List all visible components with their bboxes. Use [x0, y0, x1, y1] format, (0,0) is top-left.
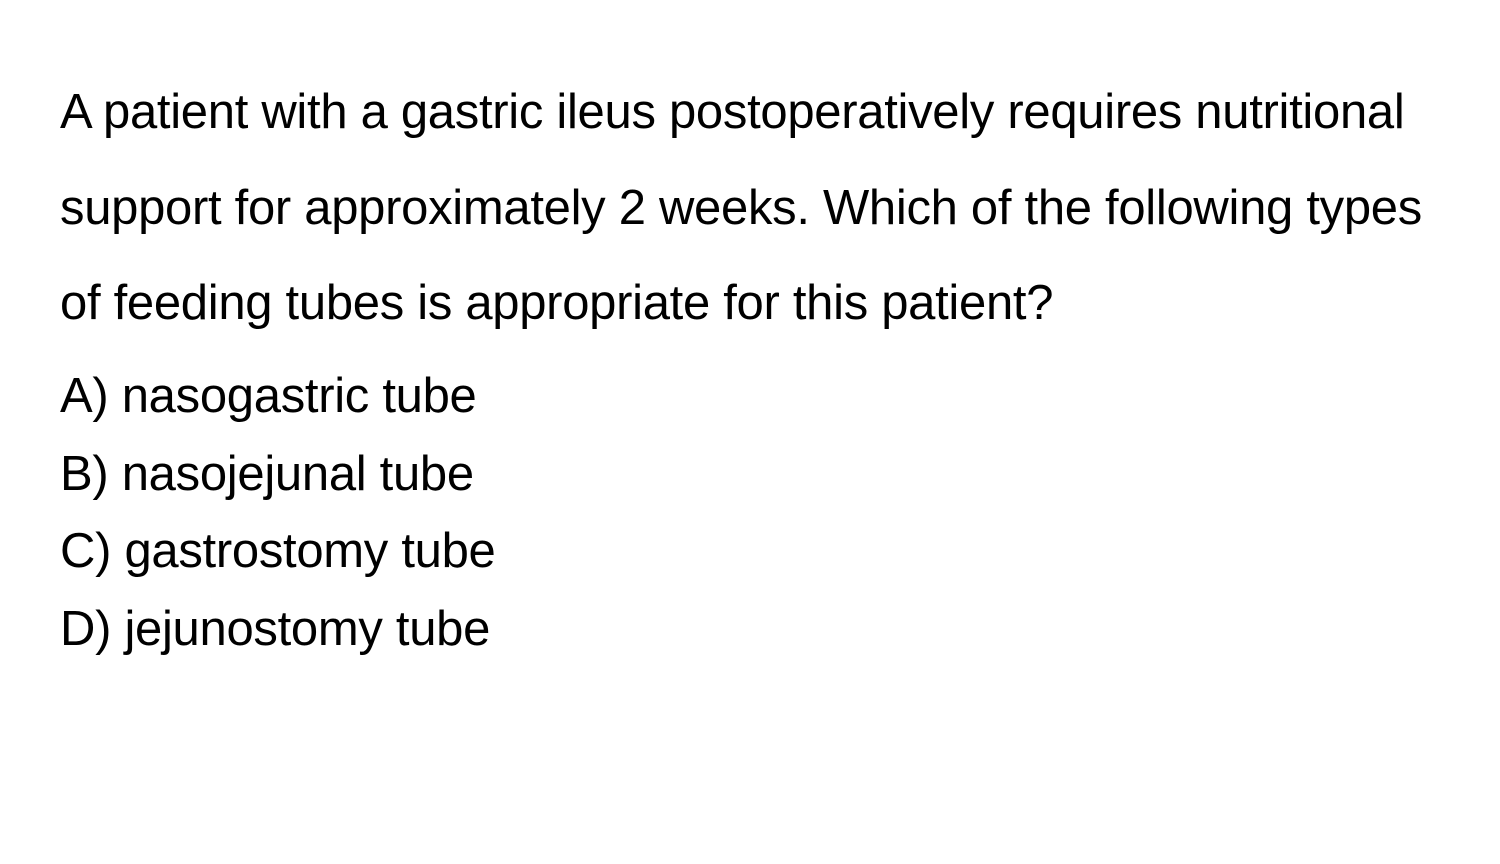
option-a: A) nasogastric tube [60, 358, 1440, 436]
options-list: A) nasogastric tube B) nasojejunal tube … [60, 358, 1440, 670]
question-stem: A patient with a gastric ileus postopera… [60, 65, 1440, 352]
option-d-text: jejunostomy tube [124, 602, 490, 656]
option-c-label: C) [60, 524, 111, 578]
option-a-text: nasogastric tube [122, 369, 477, 423]
option-d: D) jejunostomy tube [60, 591, 1440, 669]
option-b-text: nasojejunal tube [122, 447, 474, 501]
option-c-text: gastrostomy tube [124, 524, 495, 578]
question-page: A patient with a gastric ileus postopera… [0, 0, 1500, 864]
option-b: B) nasojejunal tube [60, 436, 1440, 514]
option-a-label: A) [60, 369, 108, 423]
option-c: C) gastrostomy tube [60, 513, 1440, 591]
option-b-label: B) [60, 447, 108, 501]
option-d-label: D) [60, 602, 111, 656]
